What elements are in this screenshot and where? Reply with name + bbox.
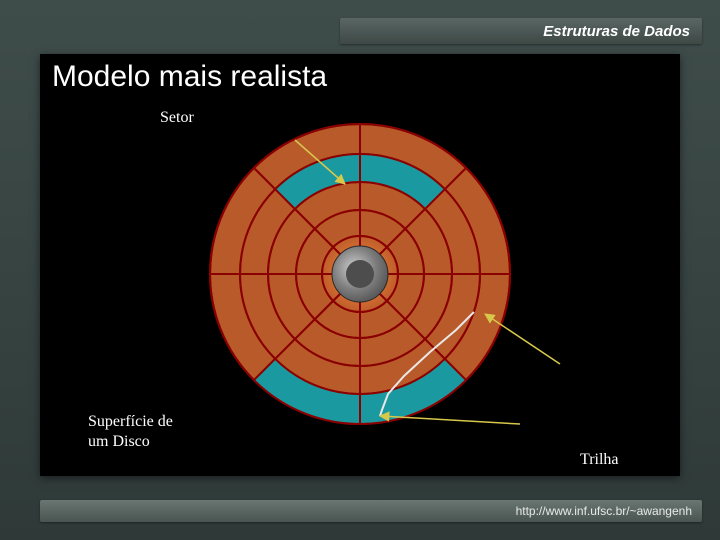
header-bar: Estruturas de Dados	[340, 18, 702, 44]
disk-diagram	[180, 114, 540, 434]
footer-url: http://www.inf.ufsc.br/~awangenh	[516, 504, 692, 518]
label-surface: Superfície de um Disco	[88, 412, 173, 452]
page-background: Estruturas de Dados Modelo mais realista…	[0, 0, 720, 540]
slide: Modelo mais realista Setor Superfície de…	[40, 54, 680, 476]
label-surface-line1: Superfície de	[88, 413, 173, 430]
label-surface-line2: um Disco	[88, 433, 150, 450]
disk-svg	[180, 114, 600, 454]
header-title: Estruturas de Dados	[543, 23, 690, 40]
slide-title: Modelo mais realista	[52, 60, 327, 94]
footer-bar: http://www.inf.ufsc.br/~awangenh	[40, 500, 702, 522]
